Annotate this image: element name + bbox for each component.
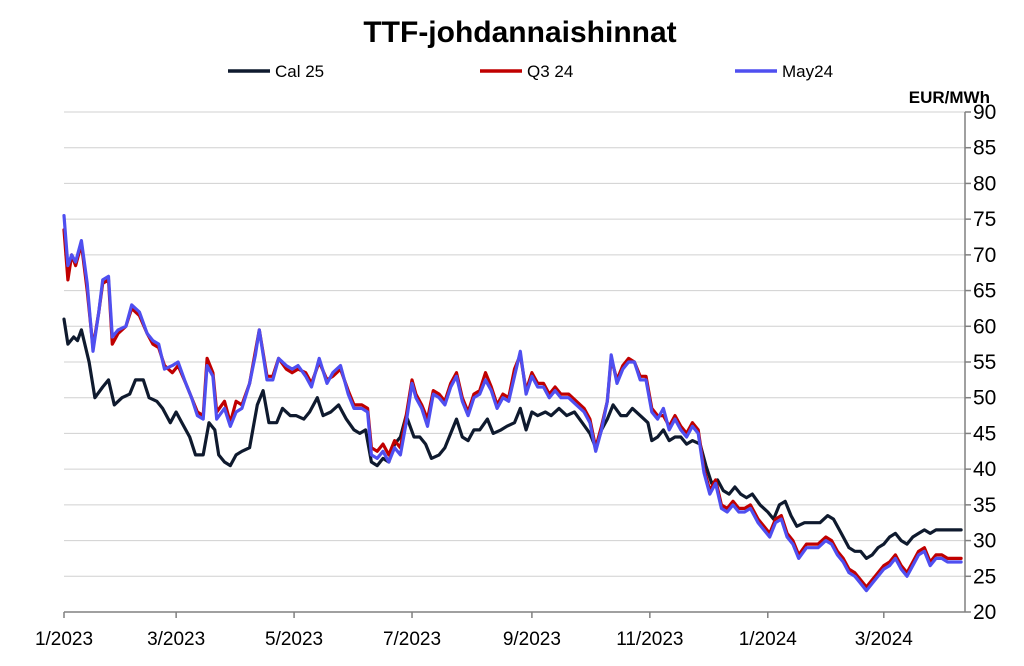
y-tick-label: 80 [973, 172, 996, 195]
y-tick-label: 45 [973, 422, 996, 445]
series-line-q3-24 [62, 228, 963, 589]
x-tick-label: 5/2023 [265, 629, 323, 650]
x-tick-label: 11/2023 [616, 629, 683, 650]
y-tick-label: 85 [973, 137, 996, 160]
y-tick-label: 90 [973, 101, 996, 124]
y-tick-label: 50 [973, 387, 996, 410]
x-axis-ticks: 1/2023 3/2023 5/2023 7/2023 9/2023 11/2023 1/2… [35, 612, 913, 650]
y-tick-label: 25 [973, 565, 996, 588]
legend-label-may24: May24 [782, 62, 833, 81]
x-tick-label: 9/2023 [503, 629, 561, 650]
series-line-may24 [62, 214, 963, 593]
x-tick-label: 1/2023 [35, 629, 93, 650]
y-tick-label: 55 [973, 351, 996, 374]
series-line-cal-25 [62, 317, 963, 560]
legend-label-q3-24: Q3 24 [527, 62, 573, 81]
x-tick-label: 7/2023 [383, 629, 441, 650]
y-tick-label: 60 [973, 315, 996, 338]
x-tick-label: 3/2023 [147, 629, 205, 650]
legend-label-cal-25: Cal 25 [275, 62, 324, 81]
y-tick-label: 70 [973, 244, 996, 267]
series-lines [62, 214, 963, 593]
y-tick-label: 35 [973, 494, 996, 517]
y-axis-ticks: 20 25 30 35 40 45 50 55 60 65 70 75 80 85 90 [965, 101, 996, 624]
x-tick-label: 3/2024 [855, 629, 914, 650]
y-tick-label: 75 [973, 208, 996, 231]
y-tick-label: 30 [973, 530, 996, 553]
unit-label: EUR/MWh [909, 88, 990, 107]
y-tick-label: 40 [973, 458, 996, 481]
gridlines [64, 111, 965, 577]
chart-title: TTF-johdannaishinnat [363, 16, 676, 49]
legend: Cal 25 Q3 24 May24 [228, 62, 833, 81]
y-tick-label: 65 [973, 280, 996, 303]
y-tick-label: 20 [973, 601, 996, 624]
x-tick-label: 1/2024 [739, 629, 798, 650]
